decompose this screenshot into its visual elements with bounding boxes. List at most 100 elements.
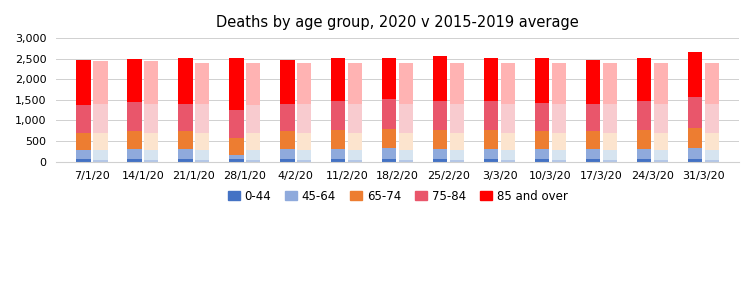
Bar xyxy=(688,128,702,148)
Bar xyxy=(688,52,702,97)
Bar xyxy=(450,150,464,160)
Bar xyxy=(144,150,158,160)
Bar xyxy=(586,132,600,149)
Bar xyxy=(484,101,498,130)
Bar xyxy=(704,160,719,162)
Bar xyxy=(331,130,345,149)
Bar xyxy=(704,104,719,133)
Bar xyxy=(688,97,702,128)
Bar xyxy=(76,133,90,150)
Bar xyxy=(76,60,90,105)
Bar xyxy=(297,63,311,104)
Bar xyxy=(399,133,413,150)
Bar xyxy=(501,133,515,150)
Bar xyxy=(246,133,260,150)
Bar xyxy=(179,149,192,159)
Bar xyxy=(195,133,210,150)
Bar xyxy=(654,133,668,150)
Bar xyxy=(586,104,600,132)
Bar xyxy=(399,104,413,133)
Bar xyxy=(246,150,260,160)
Bar xyxy=(552,150,566,160)
Bar xyxy=(501,150,515,160)
Bar xyxy=(399,150,413,160)
Bar xyxy=(348,160,362,162)
Bar xyxy=(297,133,311,150)
Bar xyxy=(280,132,295,149)
Bar xyxy=(331,102,345,130)
Bar xyxy=(331,58,345,102)
Bar xyxy=(484,148,498,159)
Legend: 0-44, 45-64, 65-74, 75-84, 85 and over: 0-44, 45-64, 65-74, 75-84, 85 and over xyxy=(223,185,572,207)
Bar xyxy=(637,148,651,159)
Bar xyxy=(93,61,108,104)
Bar xyxy=(127,149,142,159)
Bar xyxy=(501,160,515,162)
Bar xyxy=(586,159,600,162)
Bar xyxy=(93,150,108,160)
Bar xyxy=(382,58,397,99)
Bar xyxy=(382,130,397,148)
Bar xyxy=(195,104,210,133)
Bar xyxy=(433,148,447,159)
Bar xyxy=(552,160,566,162)
Bar xyxy=(637,102,651,130)
Bar xyxy=(704,133,719,150)
Bar xyxy=(229,138,244,155)
Bar xyxy=(144,61,158,104)
Bar xyxy=(127,131,142,149)
Bar xyxy=(704,63,719,104)
Bar xyxy=(195,150,210,160)
Bar xyxy=(229,110,244,138)
Bar xyxy=(229,58,244,110)
Bar xyxy=(280,60,295,104)
Bar xyxy=(76,105,90,133)
Bar xyxy=(552,104,566,133)
Bar xyxy=(399,160,413,162)
Bar xyxy=(297,150,311,160)
Bar xyxy=(501,104,515,133)
Bar xyxy=(688,159,702,162)
Bar xyxy=(637,159,651,162)
Bar xyxy=(179,104,192,132)
Bar xyxy=(602,160,617,162)
Bar xyxy=(535,149,549,159)
Bar xyxy=(179,132,192,149)
Bar xyxy=(195,63,210,104)
Bar xyxy=(484,159,498,162)
Bar xyxy=(450,160,464,162)
Bar xyxy=(704,150,719,160)
Bar xyxy=(433,56,447,101)
Bar xyxy=(229,159,244,162)
Bar xyxy=(433,159,447,162)
Bar xyxy=(484,58,498,101)
Bar xyxy=(535,103,549,131)
Bar xyxy=(654,63,668,104)
Bar xyxy=(552,133,566,150)
Bar xyxy=(688,148,702,159)
Bar xyxy=(399,63,413,104)
Bar xyxy=(637,130,651,148)
Bar xyxy=(450,104,464,133)
Bar xyxy=(348,63,362,104)
Bar xyxy=(246,105,260,133)
Bar xyxy=(433,101,447,130)
Bar xyxy=(535,58,549,103)
Bar xyxy=(382,148,397,159)
Bar xyxy=(484,130,498,148)
Bar xyxy=(93,132,108,150)
Bar xyxy=(127,159,142,162)
Bar xyxy=(127,59,142,102)
Bar xyxy=(246,160,260,162)
Bar xyxy=(450,63,464,104)
Bar xyxy=(144,104,158,133)
Bar xyxy=(602,150,617,160)
Bar xyxy=(602,133,617,150)
Bar xyxy=(331,159,345,162)
Bar xyxy=(535,131,549,149)
Bar xyxy=(93,104,108,132)
Bar xyxy=(586,60,600,104)
Bar xyxy=(654,150,668,160)
Bar xyxy=(348,150,362,160)
Bar xyxy=(602,104,617,133)
